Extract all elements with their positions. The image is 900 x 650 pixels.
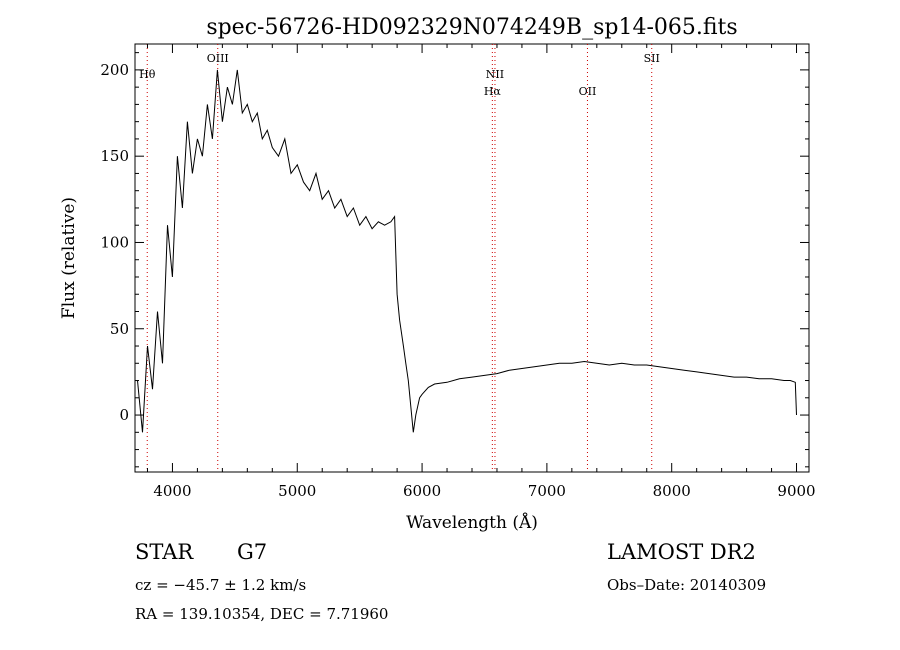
emission-line-markers bbox=[146, 44, 653, 472]
x-tick-label: 8000 bbox=[653, 482, 691, 500]
x-tick-label: 5000 bbox=[278, 482, 316, 500]
survey-name: LAMOST DR2 bbox=[607, 540, 756, 564]
y-axis-label: Flux (relative) bbox=[59, 197, 79, 319]
emission-line-label: NII bbox=[486, 68, 504, 81]
obs-date: Obs–Date: 20140309 bbox=[607, 576, 767, 594]
emission-line-label: OIII bbox=[207, 52, 229, 65]
x-tick-label: 7000 bbox=[528, 482, 566, 500]
emission-line-label: Hα bbox=[484, 85, 502, 98]
chart-title: spec-56726-HD092329N074249B_sp14-065.fit… bbox=[206, 15, 737, 40]
redshift-cz: cz = −45.7 ± 1.2 km/s bbox=[135, 576, 307, 594]
plot-frame bbox=[134, 43, 810, 473]
y-tick-label: 200 bbox=[100, 61, 129, 79]
emission-line-labels: Hθ OIII NII Hα OII SII bbox=[139, 52, 660, 98]
spectrum-chart: 4000 5000 6000 7000 8000 9000 0 50 100 150 200 Hθ… bbox=[59, 15, 816, 533]
x-tick-label: 6000 bbox=[403, 482, 441, 500]
y-tick-label: 50 bbox=[110, 320, 129, 338]
spectrum-series-line bbox=[137, 69, 797, 433]
y-tick-label: 150 bbox=[100, 147, 129, 165]
x-tick-label: 9000 bbox=[777, 482, 815, 500]
y-tick-label: 0 bbox=[119, 406, 129, 424]
object-class: STAR bbox=[135, 540, 194, 564]
y-tick-label: 100 bbox=[100, 233, 129, 251]
coordinates: RA = 139.10354, DEC = 7.71960 bbox=[135, 605, 389, 623]
x-axis-label: Wavelength (Å) bbox=[406, 512, 538, 533]
emission-line-label: OII bbox=[579, 85, 597, 98]
y-axis-ticks: 0 50 100 150 200 bbox=[100, 52, 809, 468]
emission-line-label: Hθ bbox=[139, 68, 156, 81]
x-tick-label: 4000 bbox=[153, 482, 191, 500]
x-axis-ticks: 4000 5000 6000 7000 8000 9000 bbox=[146, 44, 816, 500]
object-subclass: G7 bbox=[237, 540, 268, 564]
emission-line-label: SII bbox=[644, 52, 660, 65]
